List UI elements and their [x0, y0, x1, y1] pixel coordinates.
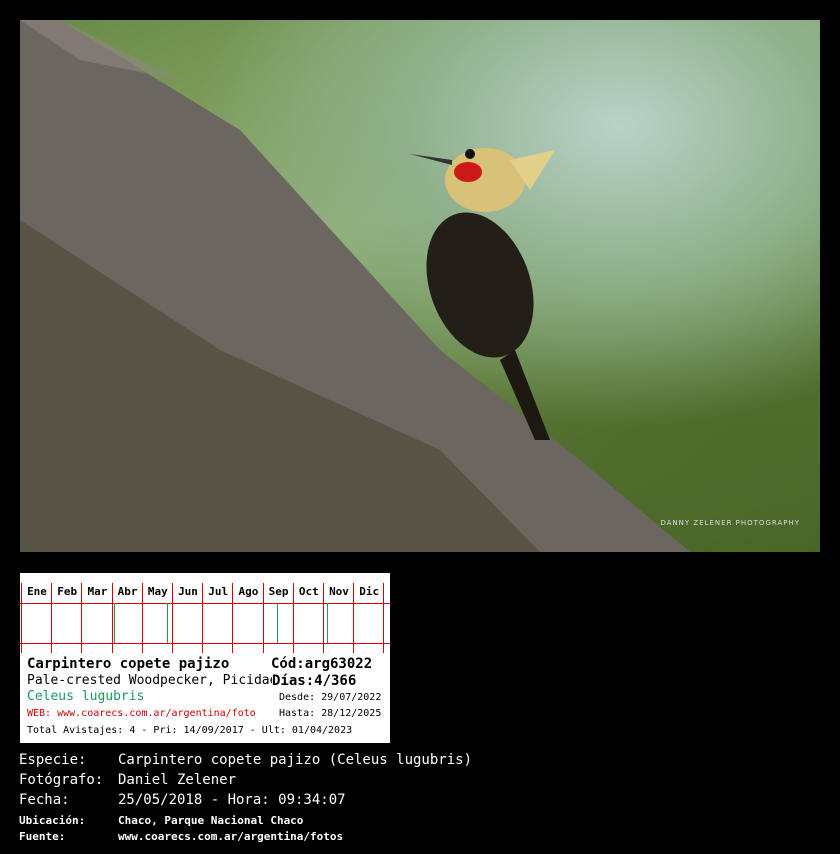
- hasta-date: Hasta: 28/12/2025: [279, 708, 382, 719]
- month-label-ago: Ago: [238, 585, 259, 598]
- web-link[interactable]: WEB: www.coarecs.com.ar/argentina/foto: [27, 708, 256, 719]
- fuente-label: Fuente:: [19, 830, 66, 843]
- fuente-row: Fuente: www.coarecs.com.ar/argentina/foto…: [19, 830, 343, 843]
- month-label-may: May: [147, 585, 168, 598]
- month-label-jul: Jul: [208, 585, 229, 598]
- fecha-row: Fecha: 25/05/2018 - Hora: 09:34:07: [19, 792, 346, 808]
- month-divider: [111, 583, 113, 653]
- fotografo-label: Fotógrafo:: [19, 772, 104, 788]
- grid-line: [20, 603, 390, 604]
- month-divider: [202, 583, 204, 653]
- month-label-sep: Sep: [268, 585, 289, 598]
- sighting-mark: [326, 603, 328, 643]
- month-label-feb: Feb: [57, 585, 78, 598]
- grid-line: [20, 643, 390, 644]
- month-label-ene: Ene: [27, 585, 47, 598]
- ubicacion-row: Ubicación: Chaco, Parque Nacional Chaco: [19, 814, 303, 827]
- watermark: DANNY ZELENER PHOTOGRAPHY: [660, 519, 800, 527]
- especie-row: Especie: Carpintero copete pajizo (Celeus…: [19, 752, 472, 768]
- days-count: Días:4/366: [272, 673, 357, 689]
- sighting-mark: [113, 603, 115, 643]
- month-divider: [21, 583, 22, 653]
- woodpecker: [410, 148, 555, 440]
- species-card: Ene Feb Mar Abr May Jun Jul Ago Sep Oct Nov Dic Car…: [20, 573, 390, 743]
- especie-label: Especie:: [19, 752, 87, 768]
- sighting-mark: [167, 603, 169, 643]
- fotografo-row: Fotógrafo: Daniel Zelener: [19, 772, 236, 788]
- especie-value: Carpintero copete pajizo (Celeus lugubri…: [118, 752, 473, 768]
- month-label-mar: Mar: [87, 585, 108, 598]
- species-code: Cód:arg63022: [271, 656, 373, 672]
- common-name: Carpintero copete pajizo: [27, 656, 230, 672]
- sighting-mark: [277, 603, 279, 643]
- photo-illustration: [20, 20, 690, 552]
- month-divider: [81, 583, 83, 653]
- month-divider: [262, 583, 264, 653]
- fecha-value: 25/05/2018 - Hora: 09:34:07: [118, 792, 346, 808]
- scientific-name: Celeus lugubris: [27, 689, 145, 704]
- month-divider: [292, 583, 294, 653]
- month-divider: [141, 583, 143, 653]
- month-label-jun: Jun: [178, 585, 198, 598]
- ubicacion-label: Ubicación:: [19, 814, 86, 827]
- totals: Total Avistajes: 4 - Pri: 14/09/2017 - U…: [27, 725, 353, 736]
- month-label-nov: Nov: [329, 585, 349, 598]
- month-divider: [353, 583, 355, 653]
- month-label-oct: Oct: [298, 585, 319, 598]
- month-label-dic: Dic: [359, 585, 380, 598]
- month-divider: [232, 583, 234, 653]
- ubicacion-value: Chaco, Parque Nacional Chaco: [118, 814, 304, 827]
- english-name: Pale-crested Woodpecker, Picidae: [27, 673, 278, 688]
- bird-photo: DANNY ZELENER PHOTOGRAPHY: [20, 20, 820, 552]
- desde-date: Desde: 29/07/2022: [279, 692, 382, 703]
- month-divider: [172, 583, 173, 653]
- month-divider: [323, 583, 324, 653]
- month-divider: [383, 583, 385, 653]
- month-divider: [51, 583, 53, 653]
- fecha-label: Fecha:: [19, 792, 70, 808]
- fotografo-value: Daniel Zelener: [118, 772, 237, 788]
- month-label-abr: Abr: [117, 585, 138, 598]
- fuente-value[interactable]: www.coarecs.com.ar/argentina/fotos: [118, 830, 344, 843]
